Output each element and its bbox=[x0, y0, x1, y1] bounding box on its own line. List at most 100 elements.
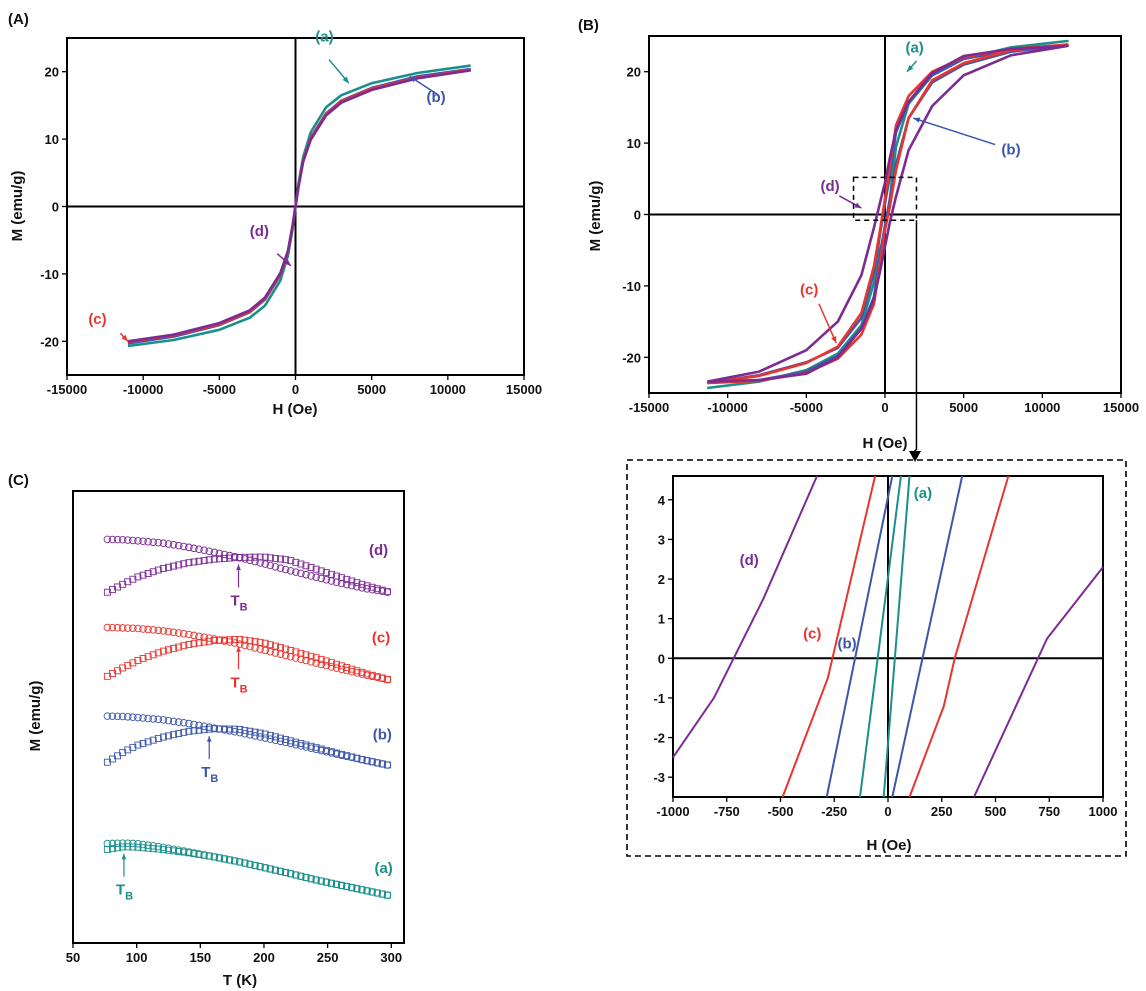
zfc-marker-c bbox=[149, 651, 157, 659]
fc-marker-c bbox=[174, 629, 183, 637]
zfc-marker-c bbox=[210, 637, 218, 644]
fc-marker-d bbox=[337, 579, 346, 588]
zfc-marker-d bbox=[175, 561, 183, 569]
y-tick-label: 3 bbox=[658, 532, 665, 547]
panel-a-y-axis-title: M (emu/g) bbox=[9, 171, 26, 242]
zfc-marker-d bbox=[231, 554, 239, 562]
series-label-b: (b) bbox=[427, 89, 446, 106]
fc-marker-d bbox=[312, 573, 320, 581]
zfc-marker-c bbox=[302, 651, 310, 659]
fc-marker-b bbox=[271, 736, 280, 744]
fc-marker-d bbox=[261, 560, 269, 568]
panel-c-frame bbox=[72, 490, 405, 944]
series-label-b: (b) bbox=[373, 727, 392, 744]
fc-marker-c bbox=[337, 665, 346, 674]
fc-marker-c bbox=[271, 649, 280, 657]
x-tick-label: 50 bbox=[66, 950, 80, 965]
fc-marker-c bbox=[129, 624, 137, 633]
series-line-d bbox=[127, 69, 471, 343]
zfc-marker-d bbox=[149, 568, 157, 576]
panel-b-y-axis-title: M (emu/g) bbox=[587, 181, 604, 252]
zfc-marker-c bbox=[180, 642, 188, 650]
fc-marker-c bbox=[108, 623, 117, 632]
zfc-marker-b bbox=[297, 740, 305, 748]
fc-marker-b bbox=[174, 718, 183, 726]
zfc-marker-a bbox=[251, 862, 259, 869]
zfc-marker-c bbox=[170, 644, 178, 652]
x-tick-label: 200 bbox=[253, 950, 275, 965]
panel-a-x-axis-title: H (Oe) bbox=[273, 401, 318, 418]
x-tick-label: 100 bbox=[126, 950, 148, 965]
zfc-marker-c bbox=[251, 638, 259, 646]
zfc-marker-b bbox=[210, 725, 218, 733]
arrow-head bbox=[236, 646, 241, 652]
zfc-marker-c bbox=[261, 639, 269, 647]
fc-marker-c bbox=[200, 633, 208, 641]
zfc-marker-a bbox=[292, 871, 300, 879]
y-tick-label: -20 bbox=[40, 334, 59, 349]
fc-marker-b bbox=[195, 721, 203, 730]
tb-label-sub: B bbox=[210, 773, 218, 785]
zfc-marker-c bbox=[322, 657, 330, 665]
zfc-marker-a bbox=[307, 875, 315, 883]
fc-marker-c bbox=[159, 627, 168, 635]
tb-label-d: TB bbox=[231, 592, 248, 613]
panel-c-y-axis-title: M (emu/g) bbox=[27, 681, 44, 752]
panel-c-label: (C) bbox=[8, 472, 29, 489]
fc-marker-d bbox=[317, 574, 326, 583]
zfc-marker-b bbox=[139, 739, 147, 747]
zfc-marker-b bbox=[353, 754, 361, 762]
zfc-marker-c bbox=[144, 653, 152, 661]
zfc-marker-b bbox=[363, 757, 371, 765]
fc-marker-c bbox=[144, 625, 152, 634]
inset-panel: -1000 -750 -500 -250 0 250 500 750 1000 -3 -2 -1 0 1 2… bbox=[626, 459, 1127, 857]
fc-marker-b bbox=[266, 735, 275, 743]
y-tick-label: 20 bbox=[45, 65, 59, 80]
zfc-marker-d bbox=[317, 567, 325, 575]
zfc-marker-a bbox=[317, 877, 325, 885]
zfc-marker-a bbox=[358, 886, 366, 894]
zfc-marker-d bbox=[287, 557, 295, 565]
series-line-c bbox=[707, 43, 1069, 385]
zfc-marker-d bbox=[154, 566, 162, 574]
zfc-marker-b bbox=[338, 750, 346, 758]
zfc-marker-b bbox=[221, 725, 228, 733]
inset-line-b bbox=[825, 475, 894, 798]
y-tick-label: 10 bbox=[627, 136, 641, 151]
fc-marker-d bbox=[292, 568, 300, 576]
zfc-marker-a bbox=[200, 851, 208, 859]
zfc-marker-b bbox=[231, 725, 239, 733]
panel-c: (C) 50 100 150 200 250 300 TB(a)TB(b)TB(c)TB(… bbox=[8, 472, 405, 989]
zfc-marker-a bbox=[348, 884, 356, 892]
zfc-marker-a bbox=[343, 883, 351, 890]
arrow-head bbox=[284, 259, 291, 266]
x-tick-label: -750 bbox=[714, 804, 740, 819]
fc-marker-d bbox=[286, 567, 295, 575]
zfc-marker-c bbox=[333, 660, 340, 668]
fc-marker-c bbox=[180, 629, 188, 638]
fc-marker-b bbox=[169, 717, 178, 726]
tb-label-main: T bbox=[116, 882, 125, 899]
series-pointer-b bbox=[913, 117, 996, 146]
zfc-marker-d bbox=[124, 578, 132, 586]
fc-marker-b bbox=[164, 716, 173, 725]
zfc-marker-d bbox=[226, 554, 234, 562]
panel-b: (B) -15000 -10000 -5000 0 5000 10000 15000-20-… bbox=[578, 17, 1139, 452]
fc-marker-d bbox=[129, 536, 137, 545]
tb-label-a: TB bbox=[116, 882, 133, 903]
series-label-c: (c) bbox=[88, 311, 106, 328]
zfc-marker-b bbox=[185, 727, 193, 735]
zfc-marker-d bbox=[215, 555, 223, 563]
series-label-c: (c) bbox=[372, 629, 390, 646]
panel-b-x-axis-title: H (Oe) bbox=[863, 435, 908, 452]
zfc-marker-d bbox=[338, 574, 346, 582]
zfc-marker-d bbox=[271, 554, 279, 562]
fc-marker-d bbox=[302, 570, 310, 579]
zfc-marker-b bbox=[134, 741, 142, 749]
zfc-marker-d bbox=[185, 559, 193, 567]
zfc-marker-a bbox=[170, 847, 178, 855]
zfc-marker-d bbox=[246, 553, 254, 561]
fc-marker-b bbox=[118, 712, 127, 721]
x-tick-label: 0 bbox=[884, 804, 891, 819]
x-tick-label: -250 bbox=[821, 804, 847, 819]
